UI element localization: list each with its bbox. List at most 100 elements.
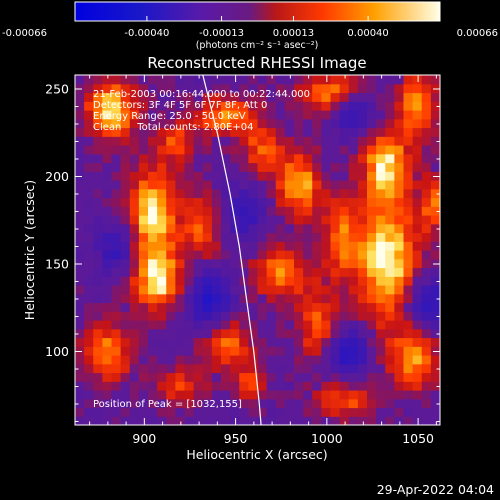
heatmap-cell — [339, 171, 350, 181]
heatmap-cell — [257, 215, 268, 225]
heatmap-cell — [394, 407, 405, 417]
heatmap-cell — [148, 293, 158, 304]
y-tick-label: 100 — [45, 344, 69, 359]
heatmap-cell — [202, 267, 213, 277]
heatmap-cell — [211, 215, 222, 225]
heatmap-cell — [275, 372, 286, 382]
heatmap-cell — [321, 407, 332, 417]
heatmap-cell — [120, 372, 131, 382]
heatmap-cell — [175, 337, 186, 347]
annotation-line: Energy Range: 25.0 - 50.0 keV — [93, 111, 246, 122]
heatmap-cell — [421, 320, 432, 330]
heatmap-cell — [330, 398, 341, 409]
heatmap-cell — [239, 293, 249, 304]
chart-title: Reconstructed RHESSI Image — [147, 54, 366, 72]
heatmap-cell — [321, 355, 332, 365]
heatmap-cell — [184, 206, 195, 216]
heatmap-cell — [348, 215, 359, 225]
solar-limb-curve — [202, 75, 262, 425]
heatmap-cell — [193, 101, 204, 111]
heatmap-cell — [430, 267, 440, 277]
heatmap-cell — [138, 293, 149, 304]
heatmap-cell — [148, 320, 158, 330]
heatmap-cell — [394, 110, 405, 120]
heatmap-cell — [93, 363, 103, 374]
heatmap-cell — [184, 171, 195, 181]
heatmap-cell — [84, 363, 94, 374]
heatmap-cell — [84, 145, 94, 155]
heatmap-cell — [330, 75, 341, 85]
heatmap-cell — [184, 311, 195, 321]
heatmap-cell — [303, 372, 313, 382]
heatmap-cell — [266, 416, 277, 425]
heatmap-cell — [148, 197, 158, 207]
heatmap-cell — [385, 390, 395, 400]
heatmap-cell — [138, 381, 149, 391]
heatmap-cell — [357, 188, 368, 199]
heatmap-cell — [111, 171, 122, 181]
heatmap-cell — [157, 162, 167, 172]
heatmap-cell — [166, 171, 176, 181]
heatmap-cell — [184, 215, 195, 225]
heatmap-cell — [403, 75, 414, 85]
heatmap-cell — [339, 75, 350, 85]
heatmap-cell — [93, 206, 103, 216]
heatmap-cell — [248, 320, 259, 330]
heatmap-cell — [312, 188, 322, 199]
heatmap-cell — [211, 372, 222, 382]
heatmap-cell — [248, 398, 259, 409]
heatmap-cell — [221, 258, 231, 269]
heatmap-cell — [239, 145, 249, 155]
heatmap-cell — [93, 302, 103, 312]
heatmap-cell — [230, 241, 240, 251]
heatmap-cell — [84, 381, 94, 391]
heatmap-cell — [175, 232, 186, 242]
heatmap-cell — [376, 407, 386, 417]
heatmap-cell — [166, 241, 176, 251]
heatmap-cell — [376, 311, 386, 321]
heatmap-cell — [321, 171, 332, 181]
heatmap-cell — [138, 171, 149, 181]
heatmap-cell — [430, 302, 440, 312]
heatmap-cell — [303, 145, 313, 155]
heatmap-cell — [93, 92, 103, 102]
heatmap-cell — [239, 328, 249, 339]
heatmap-cell — [284, 337, 295, 347]
heatmap-cell — [357, 320, 368, 330]
heatmap-cell — [202, 136, 213, 146]
heatmap-cell — [412, 136, 423, 146]
heatmap-cell — [230, 328, 240, 339]
heatmap-cell — [330, 311, 341, 321]
heatmap-cell — [357, 276, 368, 286]
heatmap-cell — [430, 346, 440, 356]
heatmap-cell — [367, 407, 377, 417]
heatmap-cell — [184, 390, 195, 400]
heatmap-cell — [367, 223, 377, 234]
heatmap-cell — [184, 346, 195, 356]
heatmap-cell — [330, 110, 341, 120]
heatmap-cell — [421, 241, 432, 251]
heatmap-cell — [385, 153, 395, 164]
heatmap-cell — [294, 258, 304, 269]
heatmap-cell — [221, 232, 231, 242]
heatmap-cell — [339, 267, 350, 277]
heatmap-cell — [75, 346, 85, 356]
heatmap-cell — [148, 241, 158, 251]
heatmap-cell — [303, 118, 313, 129]
heatmap-cell — [330, 101, 341, 111]
heatmap-cell — [284, 153, 295, 164]
heatmap-cell — [93, 101, 103, 111]
heatmap-cell — [239, 75, 249, 85]
heatmap-cell — [102, 206, 113, 216]
heatmap-cell — [211, 398, 222, 409]
heatmap-cell — [111, 136, 122, 146]
heatmap-cell — [129, 258, 140, 269]
heatmap-cell — [120, 110, 131, 120]
heatmap-cell — [148, 311, 158, 321]
heatmap-cell — [248, 276, 259, 286]
heatmap-cell — [303, 75, 313, 85]
heatmap-cell — [275, 346, 286, 356]
heatmap-cell — [202, 311, 213, 321]
heatmap-cell — [84, 197, 94, 207]
heatmap-cell — [239, 232, 249, 242]
